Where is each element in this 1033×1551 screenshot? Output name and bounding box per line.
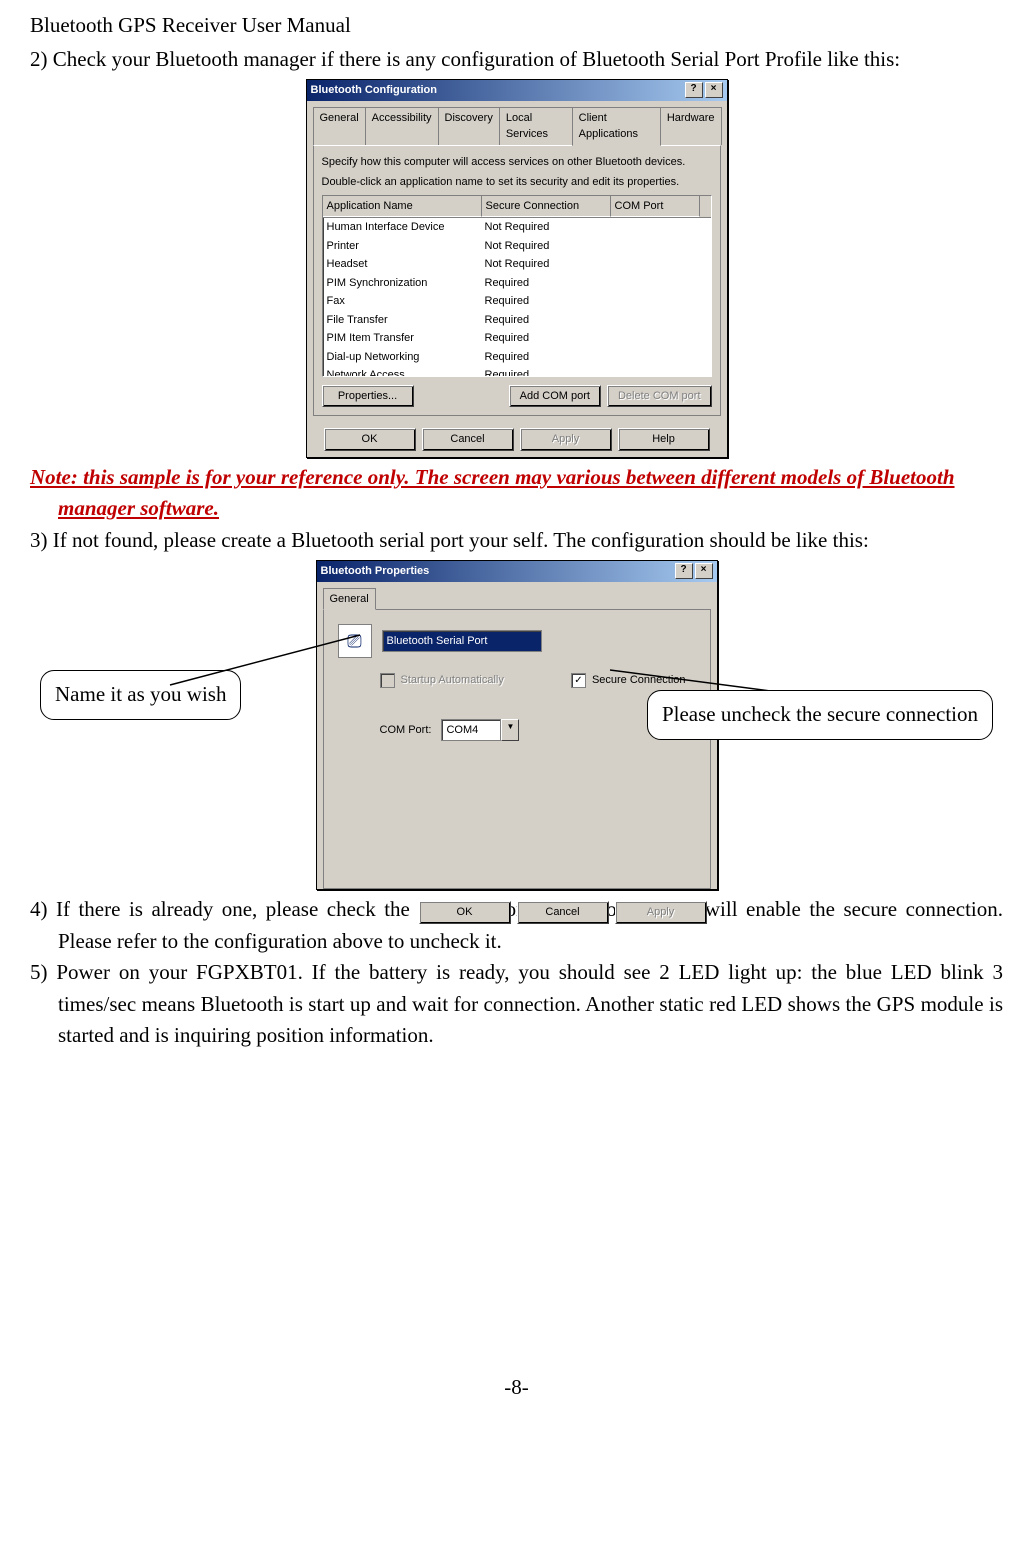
apply-button[interactable]: Apply (520, 428, 612, 451)
ok-button-2[interactable]: OK (419, 901, 511, 924)
table-row[interactable]: FaxRequired (323, 292, 711, 311)
chevron-down-icon[interactable]: ▼ (501, 719, 519, 742)
table-row[interactable]: Network AccessRequired (323, 366, 711, 377)
dialog1-title-bar: Bluetooth Configuration ? × (307, 80, 727, 101)
tab-discovery[interactable]: Discovery (438, 107, 500, 145)
step-5: 5) Power on your FGPXBT01. If the batter… (30, 957, 1003, 1052)
dialog1-tabs: General Accessibility Discovery Local Se… (313, 107, 721, 145)
tab-local-services[interactable]: Local Services (499, 107, 573, 145)
callout-secure: Please uncheck the secure connection (647, 690, 993, 740)
secure-connection-checkbox[interactable]: ✓ (571, 673, 586, 688)
callout-name: Name it as you wish (40, 670, 241, 720)
help-button[interactable]: Help (618, 428, 710, 451)
table-row[interactable]: PrinterNot Required (323, 237, 711, 256)
add-com-port-button[interactable]: Add COM port (509, 385, 601, 408)
tab-client-applications[interactable]: Client Applications (572, 107, 661, 146)
table-row[interactable]: Human Interface DeviceNot Required (323, 218, 711, 237)
table-row[interactable]: Dial-up NetworkingRequired (323, 348, 711, 367)
tab-general-2[interactable]: General (323, 588, 376, 611)
app-listview[interactable]: Application Name Secure Connection COM P… (322, 195, 712, 377)
table-row[interactable]: PIM Item TransferRequired (323, 329, 711, 348)
delete-com-port-button[interactable]: Delete COM port (607, 385, 712, 408)
dialog1-title: Bluetooth Configuration (311, 82, 437, 99)
close-icon[interactable]: × (695, 563, 713, 579)
doc-title: Bluetooth GPS Receiver User Manual (30, 10, 1003, 42)
apply-button-2[interactable]: Apply (615, 901, 707, 924)
page-number: -8- (30, 1372, 1003, 1404)
col-app-name[interactable]: Application Name (323, 196, 482, 218)
name-input[interactable]: Bluetooth Serial Port (382, 630, 542, 653)
table-row[interactable]: HeadsetNot Required (323, 255, 711, 274)
com-port-combo[interactable]: COM4 ▼ (441, 719, 519, 742)
startup-checkbox (380, 673, 395, 688)
ok-button[interactable]: OK (324, 428, 416, 451)
close-icon[interactable]: × (705, 82, 723, 98)
note: Note: this sample is for your reference … (30, 462, 1003, 525)
help-icon[interactable]: ? (685, 82, 703, 98)
col-secure[interactable]: Secure Connection (482, 196, 611, 218)
tab-hardware[interactable]: Hardware (660, 107, 722, 145)
help-icon[interactable]: ? (675, 563, 693, 579)
cancel-button[interactable]: Cancel (422, 428, 514, 451)
properties-button[interactable]: Properties... (322, 385, 414, 408)
com-port-value: COM4 (441, 719, 501, 742)
com-port-label: COM Port: (380, 722, 432, 739)
tab-accessibility[interactable]: Accessibility (365, 107, 439, 145)
step-2: 2) Check your Bluetooth manager if there… (30, 44, 1003, 76)
secure-connection-label: Secure Connection (592, 672, 686, 689)
dialog2-title-bar: Bluetooth Properties ? × (317, 561, 717, 582)
dialog1-desc2: Double-click an application name to set … (322, 174, 712, 191)
cancel-button-2[interactable]: Cancel (517, 901, 609, 924)
dialog1-desc1: Specify how this computer will access se… (322, 154, 712, 171)
table-row[interactable]: PIM SynchronizationRequired (323, 274, 711, 293)
dialog2-title: Bluetooth Properties (321, 563, 430, 580)
bluetooth-config-dialog: Bluetooth Configuration ? × General Acce… (306, 79, 728, 458)
table-row[interactable]: File TransferRequired (323, 311, 711, 330)
startup-label: Startup Automatically (401, 672, 504, 689)
tab-general[interactable]: General (313, 107, 366, 145)
step-3: 3) If not found, please create a Bluetoo… (30, 525, 1003, 557)
col-com-port[interactable]: COM Port (611, 196, 700, 218)
serial-port-icon: ⎚ (338, 624, 372, 658)
